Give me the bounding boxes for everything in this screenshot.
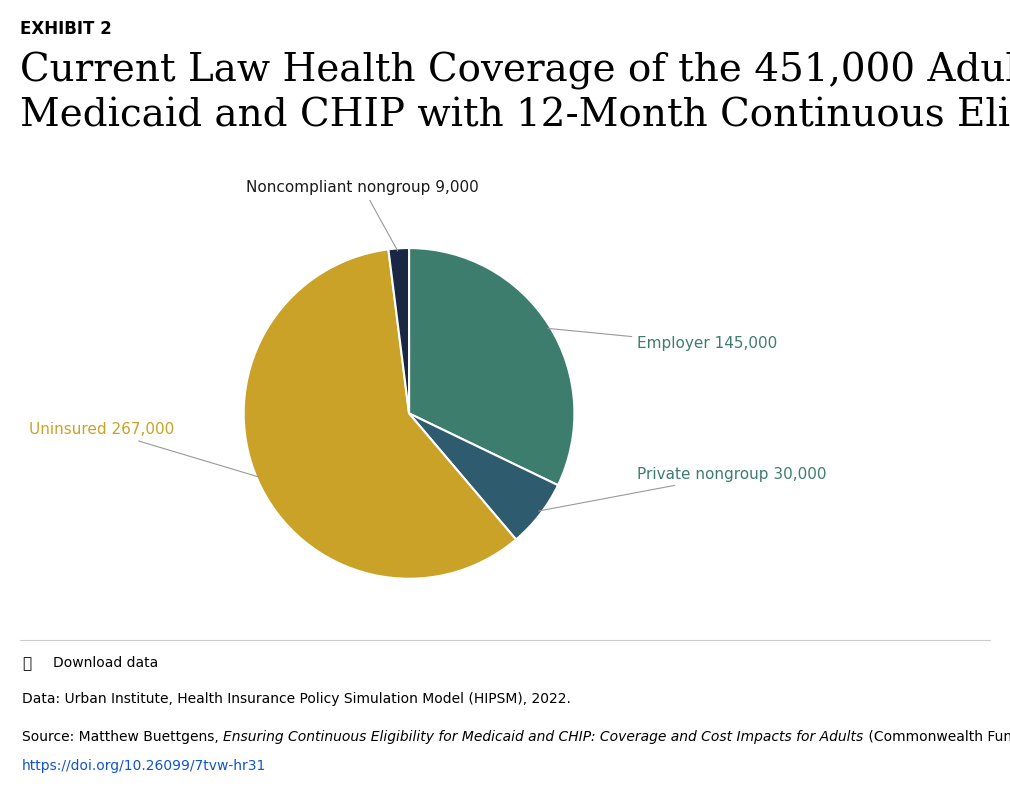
Text: https://doi.org/10.26099/7tvw-hr31: https://doi.org/10.26099/7tvw-hr31 — [22, 759, 267, 774]
Text: Uninsured 267,000: Uninsured 267,000 — [29, 422, 260, 477]
Text: Source: Matthew Buettgens,: Source: Matthew Buettgens, — [22, 730, 223, 744]
Wedge shape — [243, 250, 516, 579]
Text: EXHIBIT 2: EXHIBIT 2 — [20, 20, 112, 38]
Text: (Commonwealth Fund, Sept. 2023).: (Commonwealth Fund, Sept. 2023). — [864, 730, 1010, 744]
Text: Current Law Health Coverage of the 451,000 Adults Gaining
Medicaid and CHIP with: Current Law Health Coverage of the 451,0… — [20, 52, 1010, 135]
Text: Noncompliant nongroup 9,000: Noncompliant nongroup 9,000 — [246, 180, 479, 251]
Text: Ensuring Continuous Eligibility for Medicaid and CHIP: Coverage and Cost Impacts: Ensuring Continuous Eligibility for Medi… — [223, 730, 864, 744]
Text: Download data: Download data — [53, 656, 158, 670]
Text: Private nongroup 30,000: Private nongroup 30,000 — [538, 467, 827, 511]
Text: Employer 145,000: Employer 145,000 — [547, 328, 778, 351]
Text: Data: Urban Institute, Health Insurance Policy Simulation Model (HIPSM), 2022.: Data: Urban Institute, Health Insurance … — [22, 692, 571, 706]
Wedge shape — [389, 248, 409, 413]
Wedge shape — [409, 413, 558, 540]
Wedge shape — [409, 248, 575, 485]
Text: ⤓: ⤓ — [22, 656, 31, 671]
